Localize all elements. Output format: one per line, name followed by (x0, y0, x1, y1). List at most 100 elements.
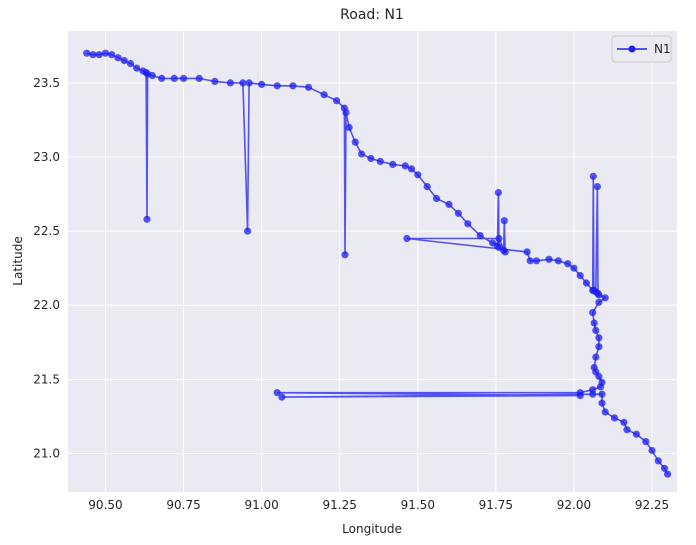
y-tick-label: 21.0 (33, 446, 60, 460)
data-point (358, 150, 366, 158)
data-point (401, 162, 409, 170)
data-point (610, 414, 619, 422)
data-point (589, 172, 597, 180)
series-layer (83, 49, 672, 478)
data-point (211, 77, 219, 85)
data-point (83, 49, 91, 57)
y-axis-label: Latitude (11, 236, 25, 285)
data-point (570, 264, 578, 272)
data-point (454, 209, 462, 217)
data-point (620, 418, 628, 426)
y-tick-label: 22.0 (33, 298, 60, 312)
data-point (226, 79, 234, 87)
data-point (576, 272, 584, 280)
data-point (423, 183, 431, 191)
legend: N1 (611, 35, 672, 63)
data-point (239, 79, 247, 87)
data-point (576, 392, 584, 400)
data-point (101, 49, 110, 57)
x-tick-label: 91.00 (244, 498, 278, 512)
data-point (648, 446, 656, 455)
data-point (582, 279, 591, 287)
data-point (195, 74, 203, 82)
data-point (170, 74, 178, 82)
data-point (501, 248, 509, 256)
data-point (476, 232, 484, 240)
data-point (464, 220, 472, 228)
data-point (341, 251, 349, 259)
x-tick-label: 90.50 (88, 498, 122, 512)
data-point (114, 54, 122, 62)
data-point (545, 255, 553, 263)
y-tick-label: 23.0 (33, 150, 60, 164)
data-point (133, 64, 141, 72)
data-point (367, 154, 375, 163)
x-tick-labels: 90.50 90.75 91.00 91.25 91.50 91.75 92.00 92.25 (88, 498, 669, 512)
data-point (589, 309, 597, 317)
data-point (598, 390, 606, 398)
x-tick-label: 91.50 (401, 498, 435, 512)
data-point (589, 390, 597, 398)
data-point (414, 171, 422, 179)
y-tick-label: 21.5 (33, 372, 60, 386)
data-point (376, 157, 384, 165)
data-point (273, 389, 281, 397)
data-point (500, 217, 508, 225)
data-point (595, 334, 603, 342)
data-point (595, 291, 603, 299)
data-point (407, 165, 416, 173)
data-point (278, 393, 286, 401)
data-point (595, 298, 603, 306)
data-point (642, 438, 650, 446)
x-axis-label: Longitude (342, 522, 402, 536)
data-point (143, 215, 151, 223)
legend-point-marker (628, 45, 636, 53)
data-point (598, 399, 606, 407)
data-point (244, 227, 252, 235)
data-point (108, 51, 116, 59)
data-point (351, 138, 359, 146)
data-point (304, 83, 313, 91)
data-point (592, 326, 600, 334)
data-point (126, 60, 135, 68)
data-point (273, 82, 281, 90)
data-point (595, 372, 603, 380)
data-point (120, 57, 128, 65)
y-tick-labels: 21.0 21.5 22.0 22.5 23.0 23.5 (33, 76, 60, 461)
data-point (660, 464, 669, 472)
data-point (554, 257, 562, 265)
data-point (593, 183, 602, 191)
data-point (592, 353, 600, 361)
data-point (403, 234, 411, 243)
data-point (564, 260, 572, 268)
data-point (532, 257, 541, 265)
data-point (523, 248, 531, 256)
y-tick-label: 23.5 (33, 76, 60, 90)
data-point (596, 383, 605, 391)
legend-label: N1 (654, 42, 671, 56)
data-point (289, 82, 297, 90)
data-point (95, 51, 103, 59)
data-point (345, 123, 353, 131)
data-point (320, 91, 328, 99)
data-point (180, 74, 188, 82)
data-point (664, 470, 672, 478)
data-point (590, 319, 598, 327)
data-point (601, 294, 609, 302)
data-point (595, 343, 603, 351)
data-point (389, 160, 397, 168)
data-point (333, 97, 341, 105)
x-tick-label: 92.25 (635, 498, 669, 512)
data-point (89, 51, 97, 59)
y-tick-label: 22.5 (33, 224, 60, 238)
data-point (494, 189, 502, 197)
data-point (432, 194, 441, 203)
chart-title: Road: N1 (340, 7, 404, 23)
data-point (258, 80, 266, 88)
x-tick-label: 91.75 (479, 498, 513, 512)
data-point (158, 74, 166, 82)
data-point (342, 108, 350, 117)
plot-background (68, 31, 677, 492)
data-point (148, 71, 156, 80)
